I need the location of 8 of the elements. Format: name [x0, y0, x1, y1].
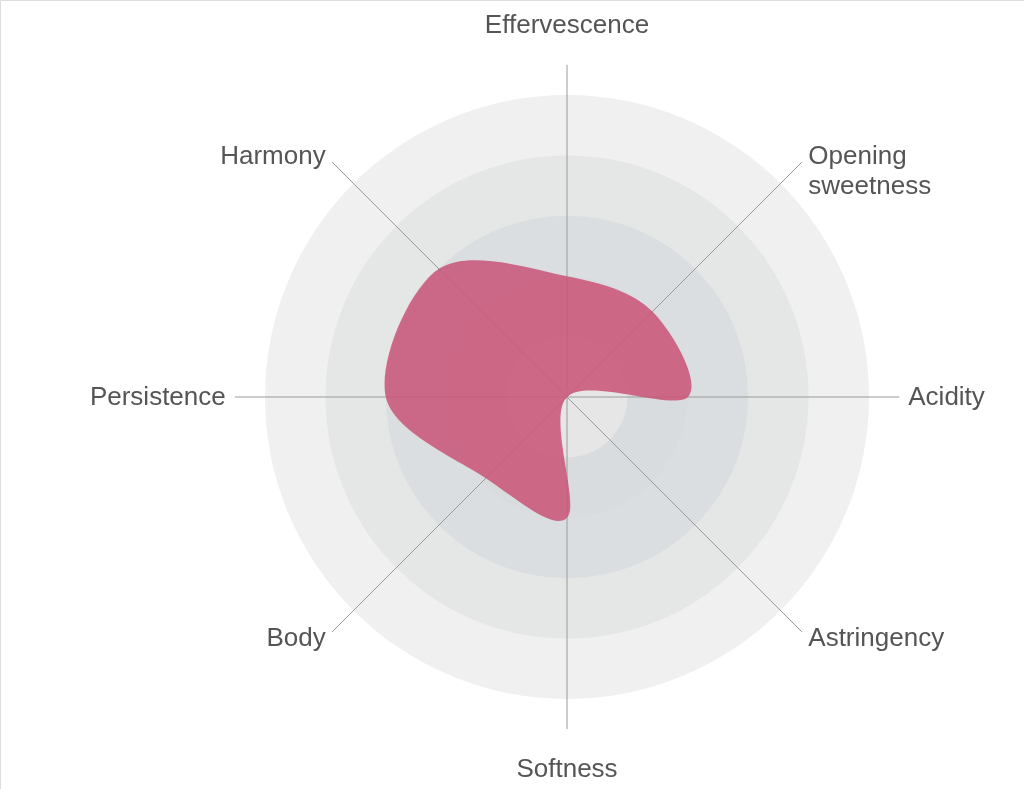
spoke-label: Astringency — [808, 622, 945, 653]
spoke-label: Persistence — [89, 381, 226, 411]
spoke-label: Opening sweetness — [808, 139, 932, 200]
spoke-label: Softness — [516, 753, 618, 784]
spoke-label: Body — [266, 622, 326, 653]
spoke-label: Harmony — [220, 139, 326, 170]
spoke-label: Acidity — [908, 381, 985, 411]
spoke-label: Effervescence — [484, 8, 650, 39]
